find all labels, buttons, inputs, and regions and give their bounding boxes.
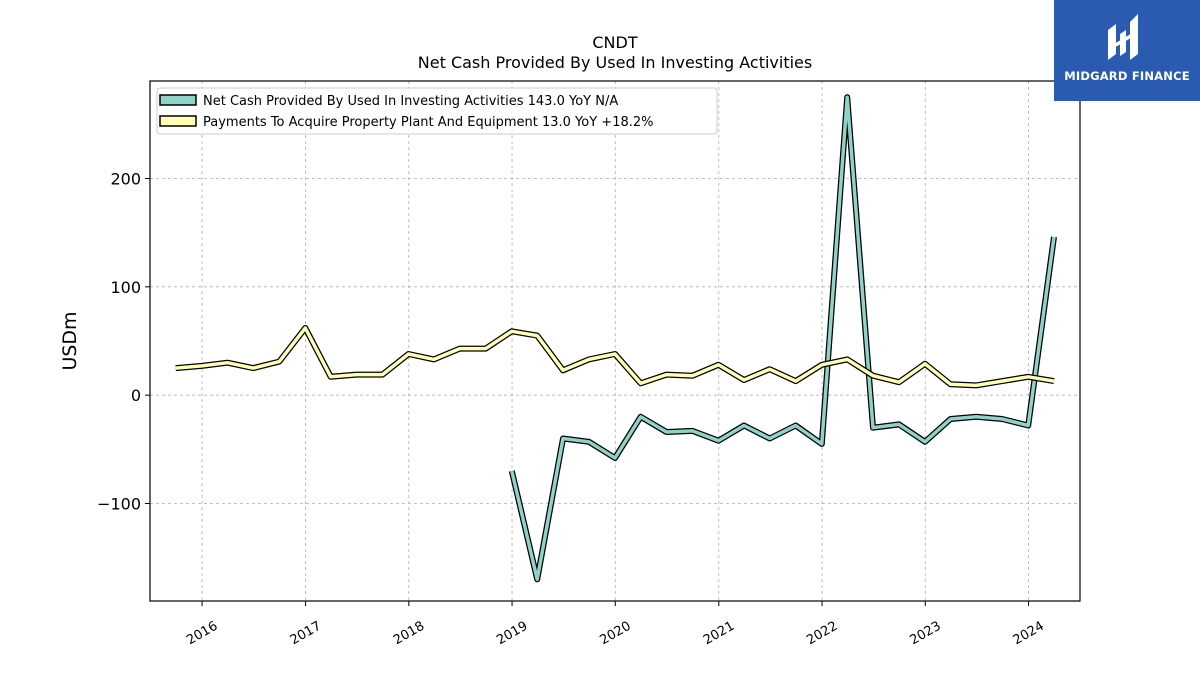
- x-tick-label: 2016: [184, 619, 220, 649]
- series-line-1: [175, 326, 1055, 388]
- x-tick-label: 2020: [597, 619, 633, 649]
- legend-swatch: [159, 115, 197, 127]
- legend-box: [156, 87, 718, 135]
- x-tick-label: 2021: [701, 619, 737, 649]
- legend-swatch: [159, 94, 197, 106]
- x-tick-label: 2018: [391, 619, 427, 649]
- legend-label: Payments To Acquire Property Plant And E…: [203, 115, 654, 130]
- y-axis-label: USDm: [59, 311, 81, 370]
- x-tick-label: 2023: [907, 619, 943, 649]
- series-line-0: [510, 95, 1056, 582]
- y-tick-label: 200: [110, 170, 141, 189]
- legend[interactable]: Net Cash Provided By Used In Investing A…: [156, 87, 718, 135]
- midgard-logo-icon: [1108, 14, 1138, 60]
- x-tick-label: 2019: [494, 619, 530, 649]
- chart-title: CNDT: [592, 33, 637, 52]
- x-tick-label: 2017: [288, 619, 324, 649]
- brand-logo: MIDGARD FINANCE: [1054, 0, 1200, 101]
- grid: [150, 81, 1080, 601]
- axes: −100 0 100 200 2016 2017 2018 2019 2020 2021 2022 2…: [97, 170, 1047, 649]
- legend-label: Net Cash Provided By Used In Investing A…: [203, 94, 618, 109]
- x-tick-label: 2022: [804, 619, 840, 649]
- chart-subtitle: Net Cash Provided By Used In Investing A…: [418, 53, 812, 72]
- series-outline-0: [508, 94, 1057, 583]
- y-tick-label: 0: [131, 386, 141, 405]
- series-layer: [175, 94, 1057, 583]
- brand-name: MIDGARD FINANCE: [1064, 69, 1190, 83]
- x-tick-label: 2024: [1011, 619, 1047, 649]
- y-tick-label: 100: [110, 278, 141, 297]
- series-outline-1: [175, 325, 1055, 389]
- y-tick-label: −100: [97, 495, 141, 514]
